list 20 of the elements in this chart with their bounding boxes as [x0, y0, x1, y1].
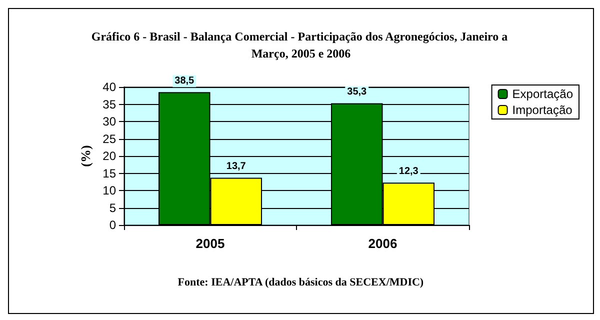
y-tick-label: 25: [102, 132, 116, 146]
y-tick-label: 40: [102, 80, 116, 94]
y-tick-label: 35: [102, 97, 116, 112]
data-label: 13,7: [226, 161, 246, 172]
data-label: 35,3: [347, 86, 368, 98]
data-label: 38,5: [174, 76, 195, 87]
y-tick-label: 0: [109, 218, 116, 232]
legend-label: Importação: [512, 103, 573, 117]
y-tick-label: 10: [102, 184, 116, 198]
data-label: 12,3: [398, 166, 419, 178]
y-axis-title: (%): [78, 145, 93, 167]
source-note: Fonte: IEA/APTA (dados básicos da SECEX/MDIC): [178, 276, 424, 288]
legend-label: Exportação: [512, 87, 574, 101]
y-tick-label: 20: [102, 149, 116, 163]
chart-title: Gráfico 6 - Brasil - Balança Comercial - Participação dos Agronegócios, Janeiro a Março, 2005 e 2006: [91, 30, 511, 60]
y-tick-label: 30: [102, 114, 116, 128]
x-tick-label: 2005: [196, 236, 225, 251]
y-tick-label: 5: [109, 200, 116, 215]
x-tick-label: 2006: [368, 236, 398, 251]
y-tick-label: 15: [102, 166, 116, 180]
